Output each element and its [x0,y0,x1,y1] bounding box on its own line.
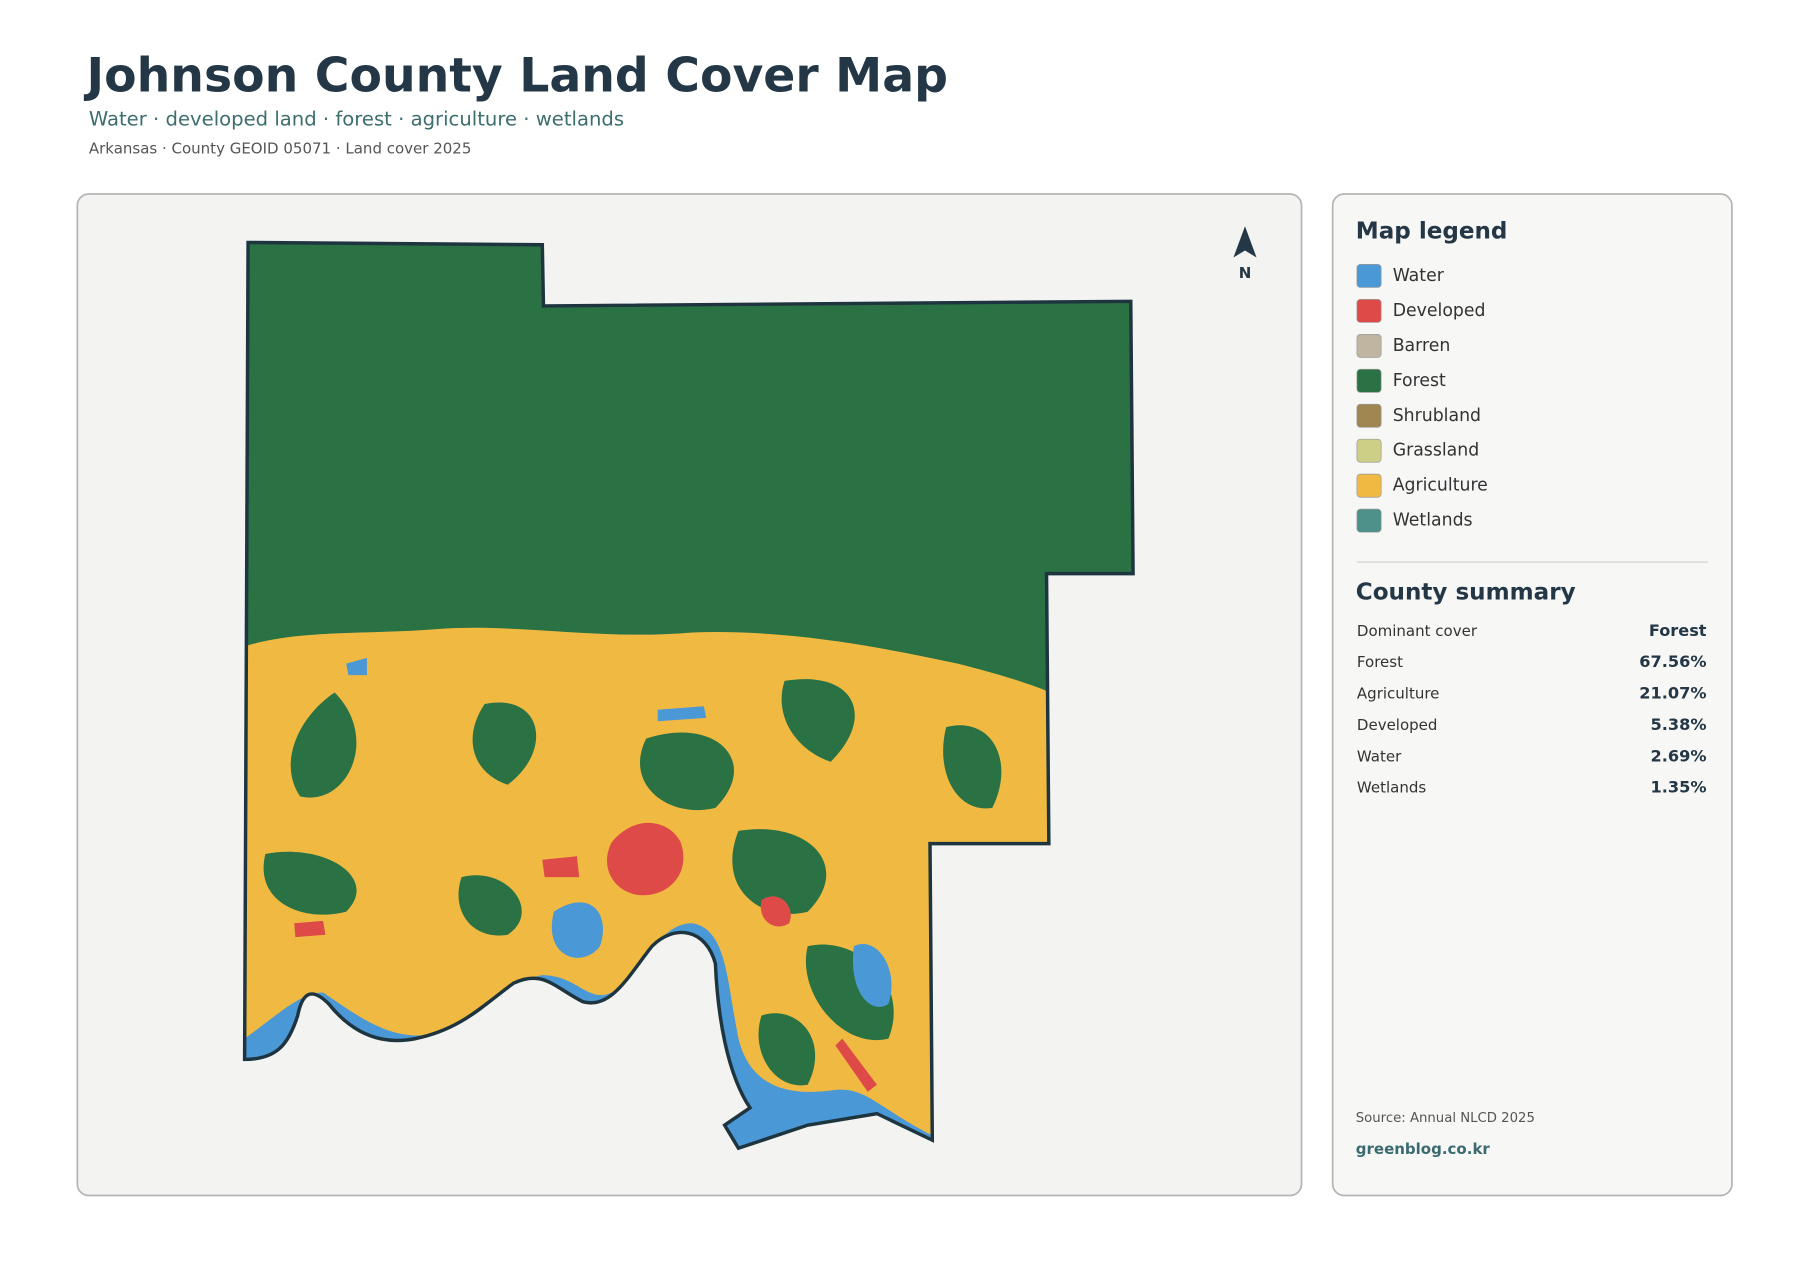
legend-swatch [1356,403,1382,428]
summary-value: Forest [1649,621,1707,640]
side-panel [1331,193,1733,1197]
summary-value: 5.38% [1651,715,1707,734]
title: Johnson County Land Cover Map [84,49,948,104]
summary-label: Forest [1357,653,1403,671]
source: Source: Annual NLCD 2025 [1356,1111,1535,1126]
legend-label: Barren [1393,336,1451,356]
summary-label: Dominant cover [1357,622,1478,640]
north-arrow [1233,226,1257,258]
meta: Arkansas · County GEOID 05071 · Land cov… [89,140,472,158]
legend: Water Developed Barren Forest Shrubland Grass… [1356,264,1488,533]
legend-swatch [1356,298,1382,323]
legend-label: Developed [1393,301,1486,321]
legend-label: Wetlands [1393,511,1473,531]
legend-swatch [1356,508,1382,533]
legend-label: Water [1393,266,1445,286]
legend-swatch [1356,438,1382,463]
summary-label: Wetlands [1357,779,1426,797]
legend-label: Forest [1393,371,1446,391]
forest-patches [263,679,1002,1086]
summary-value: 1.35% [1651,778,1707,797]
legend-label: Shrubland [1393,406,1481,426]
legend-title: Map legend [1356,219,1508,245]
legend-swatch [1356,473,1382,498]
legend-swatch [1356,333,1382,358]
legend-label: Grassland [1393,441,1480,461]
summary-label: Water [1357,747,1402,765]
summary-value: 21.07% [1639,684,1706,703]
summary-title: County summary [1356,580,1576,606]
legend-swatch [1356,368,1382,393]
subtitle: Water · developed land · forest · agricu… [89,108,624,131]
summary-table: Dominant cover Forest Forest 67.56% Agricult… [1357,621,1707,797]
legend-label: Agriculture [1393,476,1488,496]
summary-label: Agriculture [1357,685,1440,703]
summary-value: 2.69% [1651,746,1707,765]
site-link: greenblog.co.kr [1356,1140,1491,1158]
north-label: N [1239,264,1252,282]
legend-swatch [1356,264,1382,288]
summary-label: Developed [1357,716,1438,734]
summary-value: 67.56% [1639,652,1706,671]
